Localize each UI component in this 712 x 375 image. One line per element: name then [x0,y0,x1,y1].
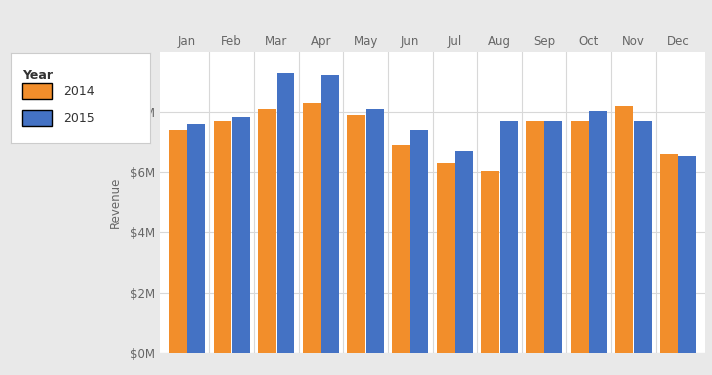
Bar [347,116,365,352]
Y-axis label: Revenue: Revenue [109,177,122,228]
Bar [366,110,384,352]
FancyBboxPatch shape [22,83,53,99]
Text: 2014: 2014 [63,85,95,98]
Bar [679,156,696,352]
Bar [615,106,633,352]
Bar [660,154,678,352]
Bar [455,152,473,352]
Bar [232,117,250,352]
Bar [258,110,276,352]
FancyBboxPatch shape [22,110,53,126]
Bar [589,111,607,352]
Bar [410,130,429,352]
Bar [500,122,518,352]
Bar [276,74,294,352]
Text: Year: Year [22,69,53,82]
Bar [187,124,205,352]
Bar [214,122,231,352]
Bar [526,122,544,352]
Bar [545,122,562,352]
Bar [481,171,499,352]
Text: 2015: 2015 [63,112,95,125]
Bar [169,130,187,352]
Bar [634,122,651,352]
Bar [392,146,410,352]
Bar [436,164,455,352]
Bar [571,122,589,352]
Bar [303,104,320,352]
Bar [321,75,339,352]
